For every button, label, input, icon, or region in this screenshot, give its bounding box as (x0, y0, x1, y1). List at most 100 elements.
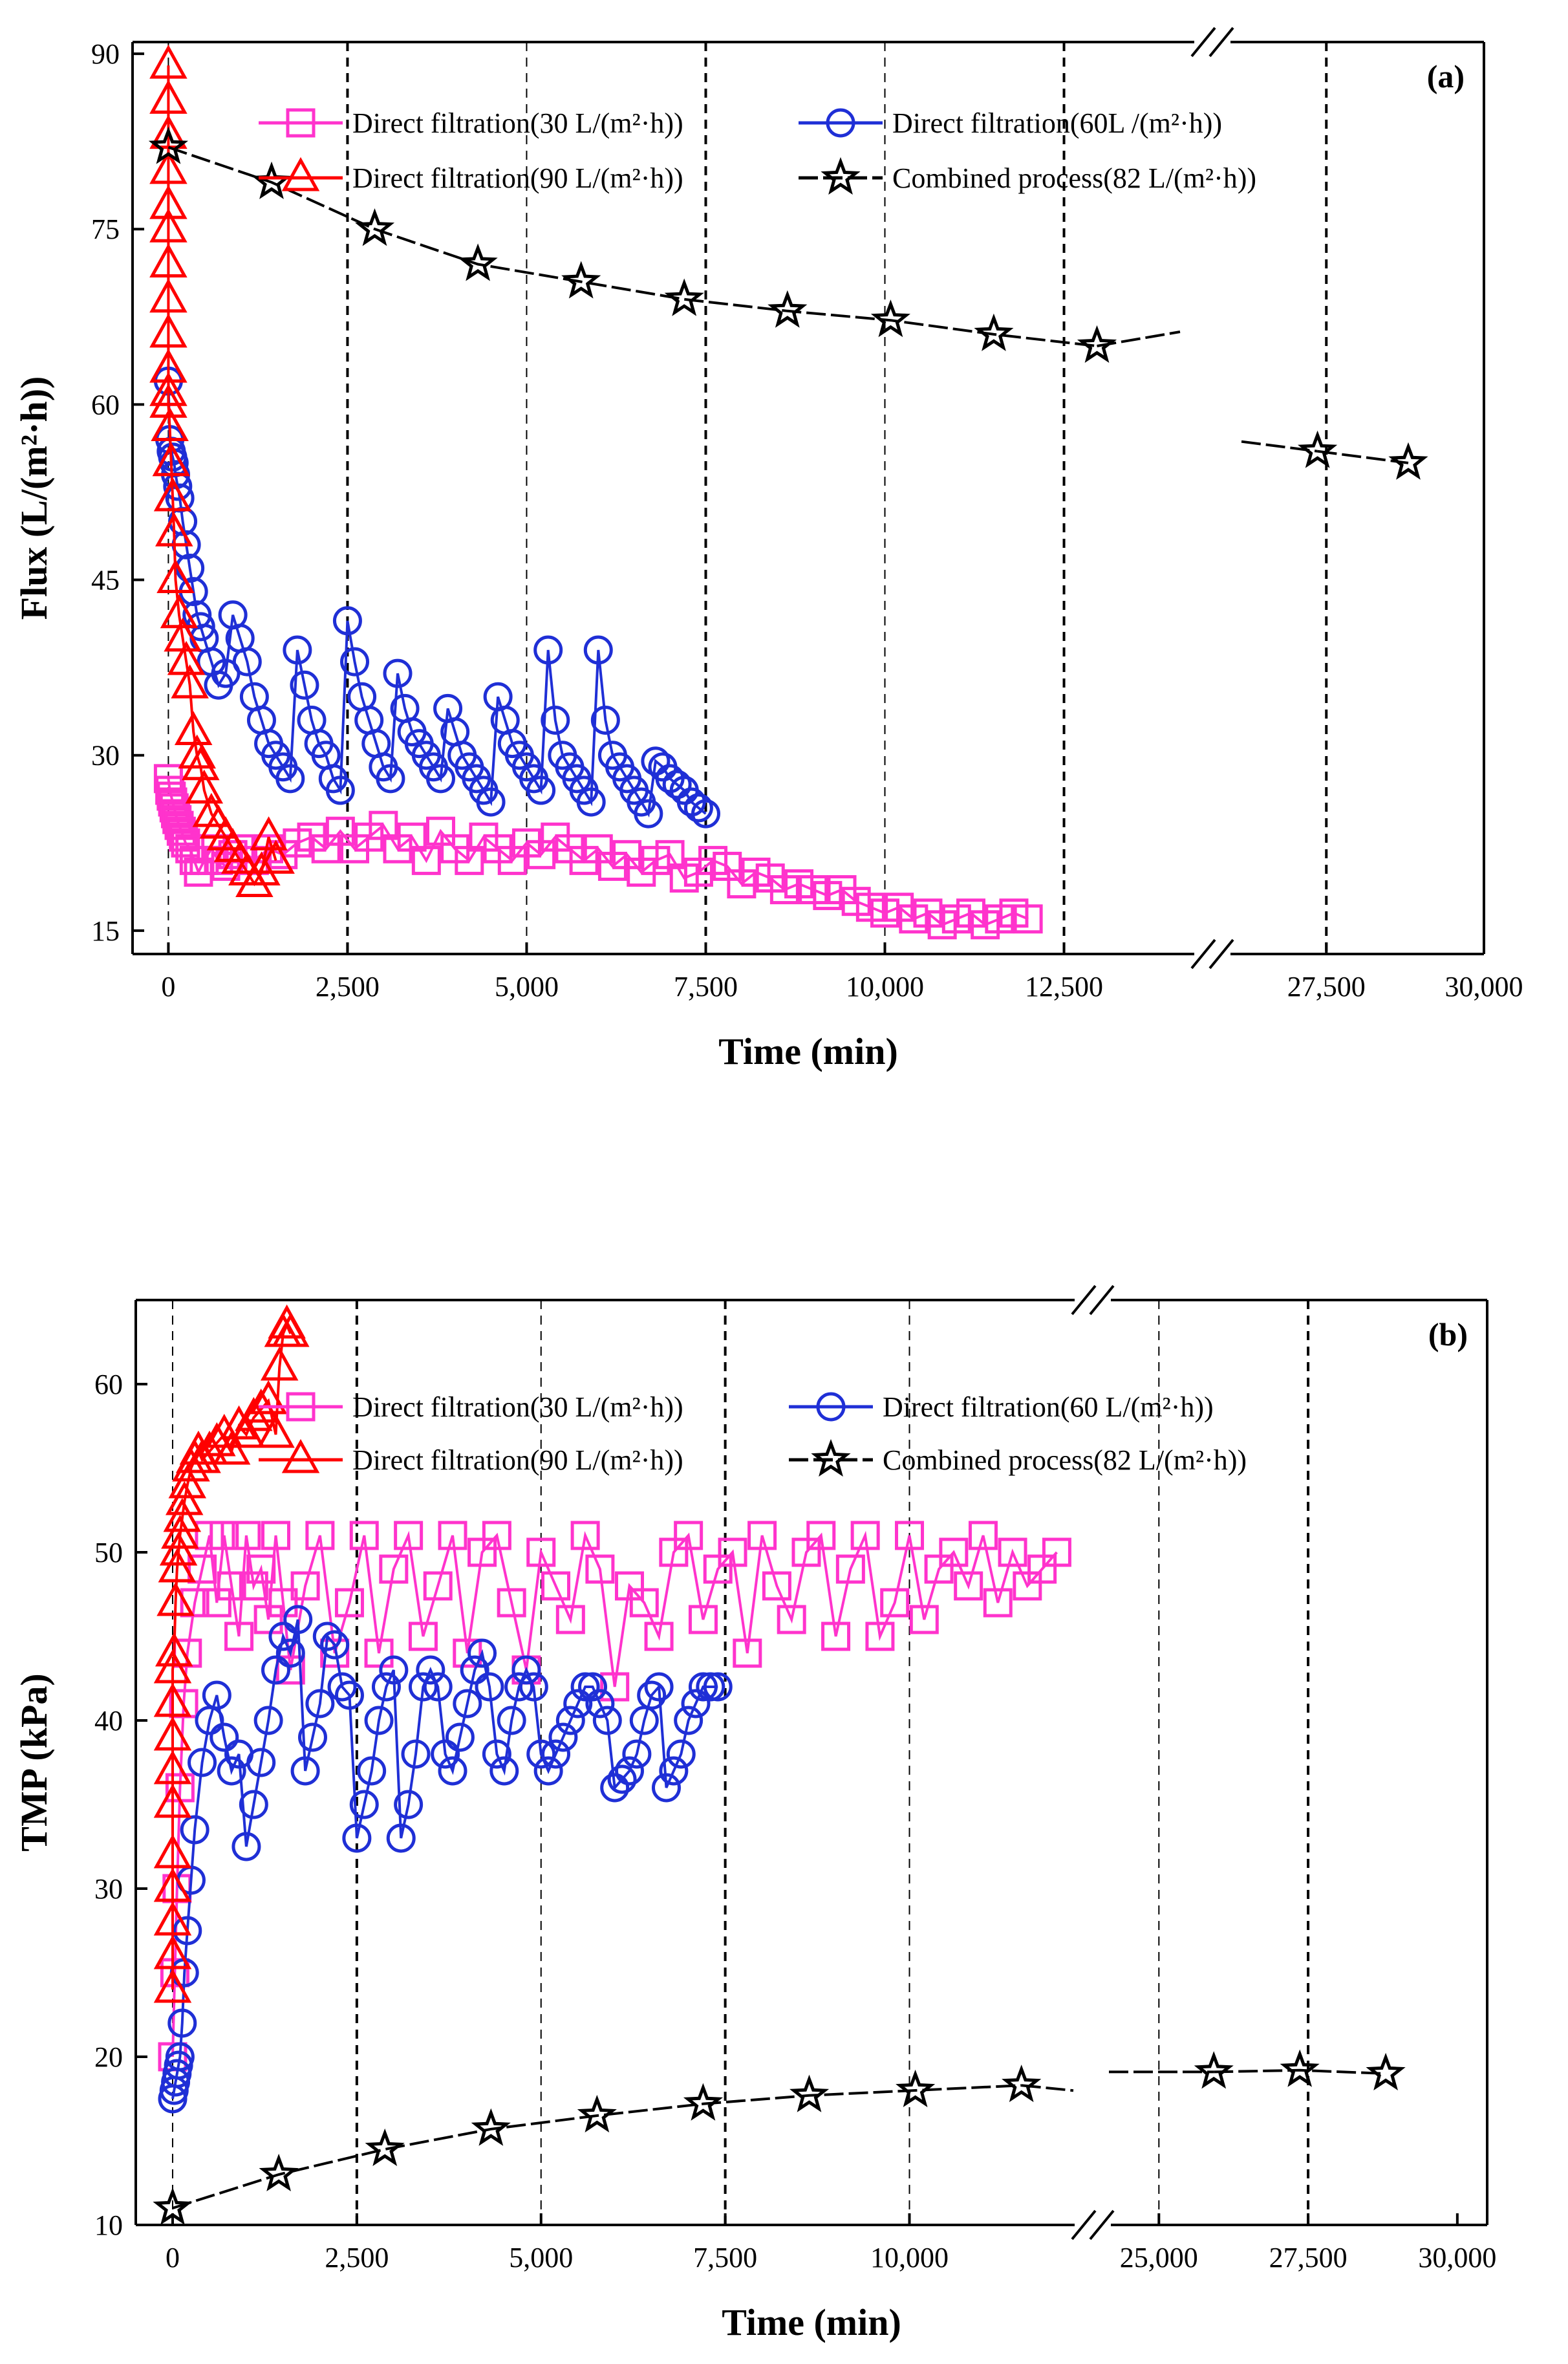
panel-b-legend: Direct filtration(30 L/(m²·h)) Direct fil… (259, 1391, 1247, 1477)
panel-b-point-triangle-2 (153, 1901, 192, 1936)
panel-a-point-star-6 (768, 290, 808, 328)
panel-b-point-circle-51 (482, 1739, 511, 1769)
panel-a-legend-marker-square (286, 108, 316, 138)
panel-a-legend-marker-triangle (281, 157, 320, 191)
panel-b-point-circle-36 (371, 1672, 401, 1702)
panel-b-axis-break-top-1 (1089, 1285, 1115, 1316)
panel-b-point-circle-72 (637, 1680, 667, 1710)
panel-b-point-star-2 (365, 2128, 405, 2166)
panel-b-point-square-58 (850, 1521, 880, 1550)
panel-a-xtick-label-1-0: 27,500 (1287, 971, 1366, 1003)
panel-b-point-square-31 (453, 1638, 482, 1668)
panel-a-series-line-star-1 (1317, 450, 1409, 464)
panel-b-axis-break-bottom-0 (1071, 2209, 1097, 2240)
panel-a-point-triangle-15 (155, 512, 193, 547)
panel-b-point-square-18 (268, 1588, 298, 1618)
panel-a-series-square (153, 764, 1043, 940)
panel-b-point-circle-64 (578, 1672, 608, 1702)
panel-b-xtick-label-0-1: 2,500 (325, 2242, 389, 2273)
panel-b-point-circle-25 (290, 1756, 320, 1786)
panel-a-point-triangle-14 (153, 477, 192, 512)
panel-b-point-circle-41 (408, 1672, 438, 1702)
panel-b-point-square-54 (791, 1537, 821, 1567)
panel-b-point-square-67 (983, 1588, 1013, 1618)
panel-b-point-circle-63 (570, 1672, 600, 1702)
panel-a-xtick-label-0-4: 10,000 (846, 971, 924, 1003)
panel-a-xtick-label-0-3: 7,500 (674, 971, 738, 1003)
panel-b-point-circle-8 (173, 1916, 202, 1946)
panel-b-point-star-3 (471, 2108, 511, 2146)
panel-b-legend-label-1: Direct filtration(60 L/(m²·h)) (883, 1391, 1214, 1423)
panel-b-point-circle-21 (261, 1655, 291, 1685)
panel-b-point-square-19 (275, 1655, 305, 1685)
panel-a-axis-break-bottom-1 (1208, 938, 1234, 970)
panel-a-point-triangle-5 (149, 208, 188, 243)
panel-b-point-square-46 (674, 1521, 703, 1550)
panel-a-point-star-10 (1297, 430, 1338, 468)
panel-b-series-line-star-1 (1214, 2068, 1386, 2075)
panel-b-legend-label-0: Direct filtration(30 L/(m²·h)) (352, 1391, 683, 1423)
panel-b-point-square-17 (261, 1521, 291, 1550)
panel-b-point-circle-13 (202, 1680, 231, 1710)
panel-a-point-circle-84 (691, 799, 720, 829)
panel-b-series-square (158, 1521, 1071, 2072)
panel-a-point-star-4 (561, 261, 601, 299)
panel-b-point-square-50 (733, 1638, 762, 1668)
panel-b-point-circle-75 (659, 1756, 689, 1786)
panel-b-point-circle-18 (239, 1790, 268, 1819)
panel-a-legend-label-0: Direct filtration(30 L/(m²·h)) (352, 107, 683, 139)
panel-b-point-square-56 (821, 1621, 851, 1651)
panel-a-xtick-label-0-2: 5,000 (495, 971, 559, 1003)
panel-b-point-square-69 (1013, 1571, 1042, 1601)
panel-a-series-circle (153, 366, 720, 829)
panel-b-series-line-circle-0 (171, 1619, 718, 2099)
panel-b-point-circle-48 (460, 1655, 489, 1685)
panel-b-legend-label-2: Direct filtration(90 L/(m²·h)) (352, 1444, 683, 1476)
panel-b-point-circle-19 (246, 1748, 276, 1777)
panel-b-point-circle-54 (504, 1672, 534, 1702)
panel-b-point-square-28 (408, 1621, 438, 1651)
panel-b-point-triangle-16 (165, 1480, 204, 1515)
panel-b-point-square-68 (998, 1537, 1027, 1567)
panel-b-point-circle-47 (453, 1689, 482, 1719)
panel-b-point-circle-23 (275, 1638, 305, 1668)
panel-b-point-square-27 (394, 1521, 424, 1550)
panel-b-point-star-10 (1280, 2049, 1320, 2087)
panel-a-axis-break-top-1 (1208, 27, 1234, 58)
panel-a-point-triangle-4 (149, 184, 188, 219)
panel-b-point-square-51 (747, 1521, 777, 1550)
panel-a-point-triangle-13 (152, 442, 191, 477)
panel-a-point-triangle-24 (185, 769, 224, 804)
panel-b-point-square-14 (239, 1571, 268, 1601)
panel-a: 15 30 45 60 75 90 0 2,500 5,000 7,500 10,000 12,500… (13, 27, 1523, 1072)
panel-b-point-triangle-10 (155, 1632, 193, 1667)
panel-a-point-star-11 (1388, 442, 1428, 480)
panel-b-legend-marker-square (286, 1392, 316, 1422)
panel-b-point-square-15 (246, 1554, 276, 1584)
panel-b-point-circle-11 (188, 1748, 217, 1777)
panel-b-point-triangle-7 (153, 1716, 192, 1751)
panel-a-point-triangle-34 (257, 840, 295, 874)
panel-a-point-star-8 (974, 313, 1014, 351)
panel-b-point-star-8 (1002, 2065, 1042, 2103)
panel-b-series-line-square-0 (171, 1530, 1058, 2057)
panel-b-ytick-label-5: 60 (94, 1369, 123, 1400)
panel-b-point-circle-78 (681, 1689, 711, 1719)
panel-b-point-circle-70 (622, 1739, 652, 1769)
panel-b-point-triangle-12 (158, 1548, 197, 1583)
panel-b-point-circle-15 (217, 1756, 246, 1786)
panel-a-ytick-label-2: 45 (91, 565, 120, 596)
panel-b-point-circle-66 (592, 1706, 622, 1735)
panel-a-point-circle-41 (383, 658, 413, 688)
panel-b-point-circle-67 (600, 1773, 630, 1803)
panel-b-axis-break-bottom-1 (1089, 2209, 1115, 2240)
panel-b-point-circle-24 (283, 1605, 313, 1634)
panel-b-xtick-label-1-0: 25,000 (1120, 2242, 1198, 2273)
panel-b-point-circle-22 (268, 1621, 298, 1651)
panel-a-point-triangle-10 (149, 372, 188, 406)
panel-a-point-triangle-12 (151, 407, 189, 442)
panel-b-point-circle-55 (511, 1655, 541, 1685)
panel-b-point-circle-56 (519, 1672, 548, 1702)
panel-b-point-circle-50 (475, 1672, 504, 1702)
